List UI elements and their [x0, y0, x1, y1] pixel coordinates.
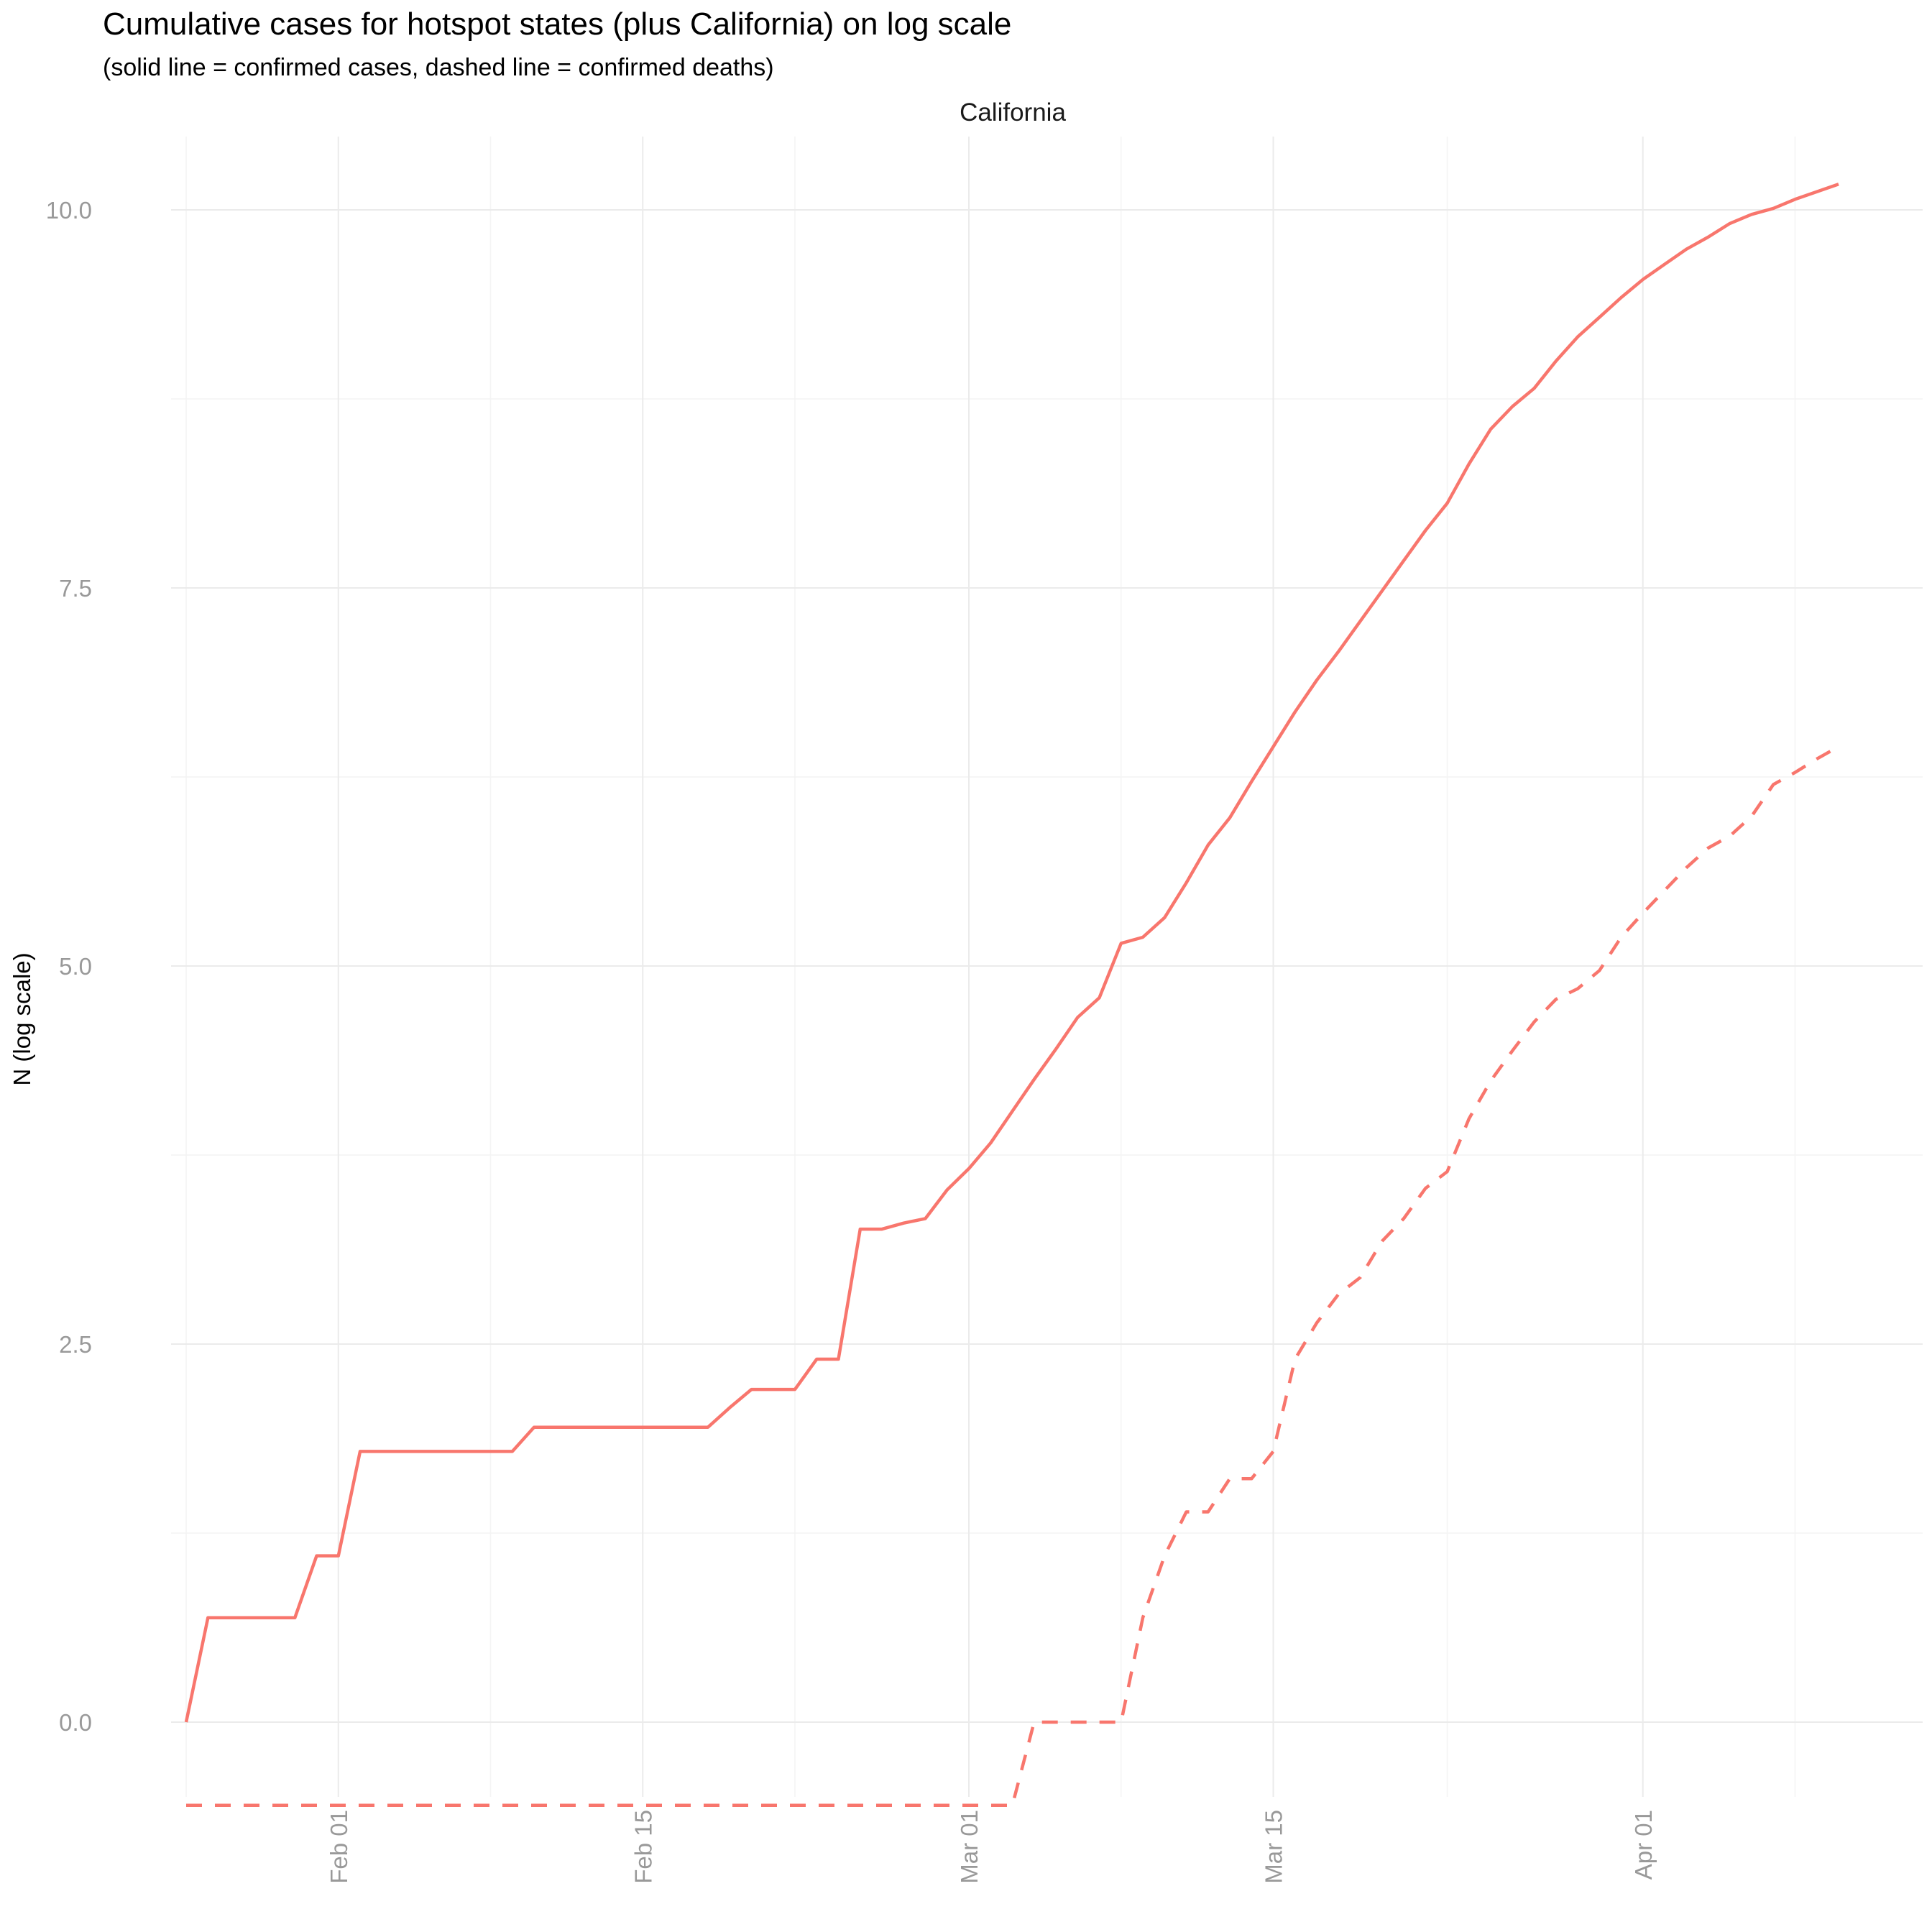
grid: [171, 137, 1923, 1797]
y-tick-label: 2.5: [59, 1331, 92, 1358]
y-axis-ticks: 0.0 2.5 5.0 7.5 10.0: [46, 197, 92, 1736]
x-axis-ticks: Feb 01 Feb 15 Mar 01 Mar 15 Apr 01: [326, 1810, 1657, 1884]
series-group: [184, 183, 1840, 1807]
cases-line: [184, 183, 1839, 1723]
x-tick-label: Feb 15: [630, 1810, 656, 1884]
chart-subtitle: (solid line = confirmed cases, dashed li…: [103, 54, 774, 81]
chart-title: Cumulative cases for hotspot states (plu…: [103, 6, 1011, 42]
y-tick-label: 10.0: [46, 197, 92, 224]
x-tick-label: Apr 01: [1630, 1810, 1657, 1880]
x-tick-label: Feb 01: [326, 1810, 352, 1884]
y-tick-label: 5.0: [59, 953, 92, 980]
x-tick-label: Mar 15: [1261, 1810, 1287, 1884]
y-axis-label: N (log scale): [9, 952, 35, 1085]
y-tick-label: 7.5: [59, 575, 92, 602]
facet-label: California: [960, 98, 1066, 126]
x-tick-label: Mar 01: [956, 1810, 983, 1884]
y-tick-label: 0.0: [59, 1709, 92, 1736]
deaths-line: [186, 745, 1840, 1807]
